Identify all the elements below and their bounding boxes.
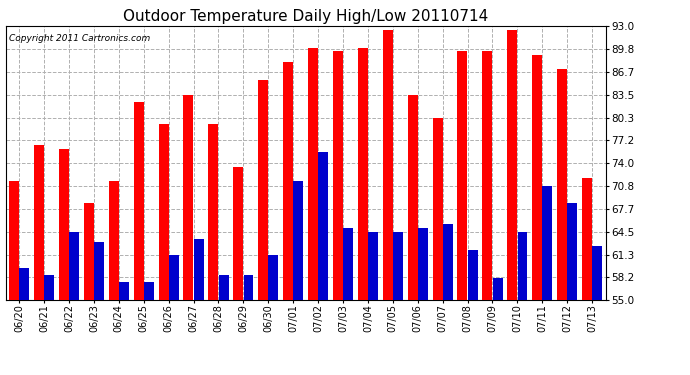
Bar bbox=[94, 242, 104, 375]
Bar bbox=[443, 300, 453, 375]
Bar bbox=[59, 300, 69, 375]
Bar bbox=[567, 203, 578, 375]
Title: Outdoor Temperature Daily High/Low 20110714: Outdoor Temperature Daily High/Low 20110… bbox=[123, 9, 489, 24]
Bar bbox=[468, 300, 477, 375]
Text: Copyright 2011 Cartronics.com: Copyright 2011 Cartronics.com bbox=[8, 34, 150, 44]
Bar bbox=[383, 30, 393, 375]
Bar bbox=[343, 300, 353, 375]
Bar bbox=[134, 102, 144, 375]
Bar bbox=[268, 255, 278, 375]
Bar bbox=[418, 228, 428, 375]
Bar bbox=[9, 300, 19, 375]
Bar bbox=[418, 300, 428, 375]
Bar bbox=[433, 300, 442, 375]
Bar bbox=[358, 48, 368, 375]
Bar bbox=[308, 300, 318, 375]
Bar bbox=[557, 300, 567, 375]
Bar bbox=[457, 300, 467, 375]
Bar bbox=[582, 300, 592, 375]
Bar bbox=[134, 300, 144, 375]
Bar bbox=[592, 246, 602, 375]
Bar bbox=[592, 300, 602, 375]
Bar bbox=[358, 300, 368, 375]
Bar bbox=[19, 268, 29, 375]
Bar bbox=[393, 300, 403, 375]
Bar bbox=[518, 231, 527, 375]
Bar bbox=[393, 231, 403, 375]
Bar bbox=[9, 181, 19, 375]
Bar bbox=[293, 181, 304, 375]
Bar bbox=[293, 300, 304, 375]
Bar bbox=[443, 224, 453, 375]
Bar bbox=[258, 300, 268, 375]
Bar bbox=[343, 228, 353, 375]
Bar bbox=[69, 300, 79, 375]
Bar bbox=[34, 300, 44, 375]
Bar bbox=[542, 300, 553, 375]
Bar bbox=[308, 48, 318, 375]
Bar bbox=[94, 300, 104, 375]
Bar bbox=[468, 250, 477, 375]
Bar bbox=[219, 300, 228, 375]
Bar bbox=[233, 300, 244, 375]
Bar bbox=[482, 300, 493, 375]
Bar bbox=[268, 300, 278, 375]
Bar bbox=[34, 145, 44, 375]
Bar bbox=[433, 118, 442, 375]
Bar bbox=[542, 186, 553, 375]
Bar bbox=[368, 300, 378, 375]
Bar bbox=[318, 152, 328, 375]
Bar bbox=[557, 69, 567, 375]
Bar bbox=[159, 123, 168, 375]
Bar bbox=[567, 300, 578, 375]
Bar bbox=[169, 255, 179, 375]
Bar bbox=[84, 300, 94, 375]
Bar bbox=[144, 282, 154, 375]
Bar bbox=[219, 275, 228, 375]
Bar bbox=[194, 239, 204, 375]
Bar bbox=[208, 123, 218, 375]
Bar bbox=[408, 300, 417, 375]
Bar bbox=[582, 177, 592, 375]
Bar bbox=[144, 300, 154, 375]
Bar bbox=[244, 300, 253, 375]
Bar bbox=[184, 300, 193, 375]
Bar bbox=[333, 300, 343, 375]
Bar bbox=[69, 231, 79, 375]
Bar bbox=[44, 275, 55, 375]
Bar bbox=[493, 300, 502, 375]
Bar bbox=[333, 51, 343, 375]
Bar bbox=[194, 300, 204, 375]
Bar bbox=[119, 300, 129, 375]
Bar bbox=[258, 80, 268, 375]
Bar bbox=[518, 300, 527, 375]
Bar bbox=[507, 300, 518, 375]
Bar bbox=[368, 231, 378, 375]
Bar bbox=[457, 51, 467, 375]
Bar bbox=[532, 300, 542, 375]
Bar bbox=[59, 149, 69, 375]
Bar bbox=[318, 300, 328, 375]
Bar bbox=[159, 300, 168, 375]
Bar bbox=[283, 62, 293, 375]
Bar bbox=[208, 300, 218, 375]
Bar bbox=[109, 300, 119, 375]
Bar bbox=[184, 95, 193, 375]
Bar bbox=[119, 282, 129, 375]
Bar bbox=[482, 51, 493, 375]
Bar bbox=[507, 30, 518, 375]
Bar bbox=[109, 181, 119, 375]
Bar bbox=[233, 167, 244, 375]
Bar bbox=[383, 300, 393, 375]
Bar bbox=[532, 55, 542, 375]
Bar bbox=[283, 300, 293, 375]
Bar bbox=[84, 203, 94, 375]
Bar bbox=[169, 300, 179, 375]
Bar bbox=[408, 95, 417, 375]
Bar bbox=[19, 300, 29, 375]
Bar bbox=[244, 275, 253, 375]
Bar bbox=[44, 300, 55, 375]
Bar bbox=[493, 278, 502, 375]
